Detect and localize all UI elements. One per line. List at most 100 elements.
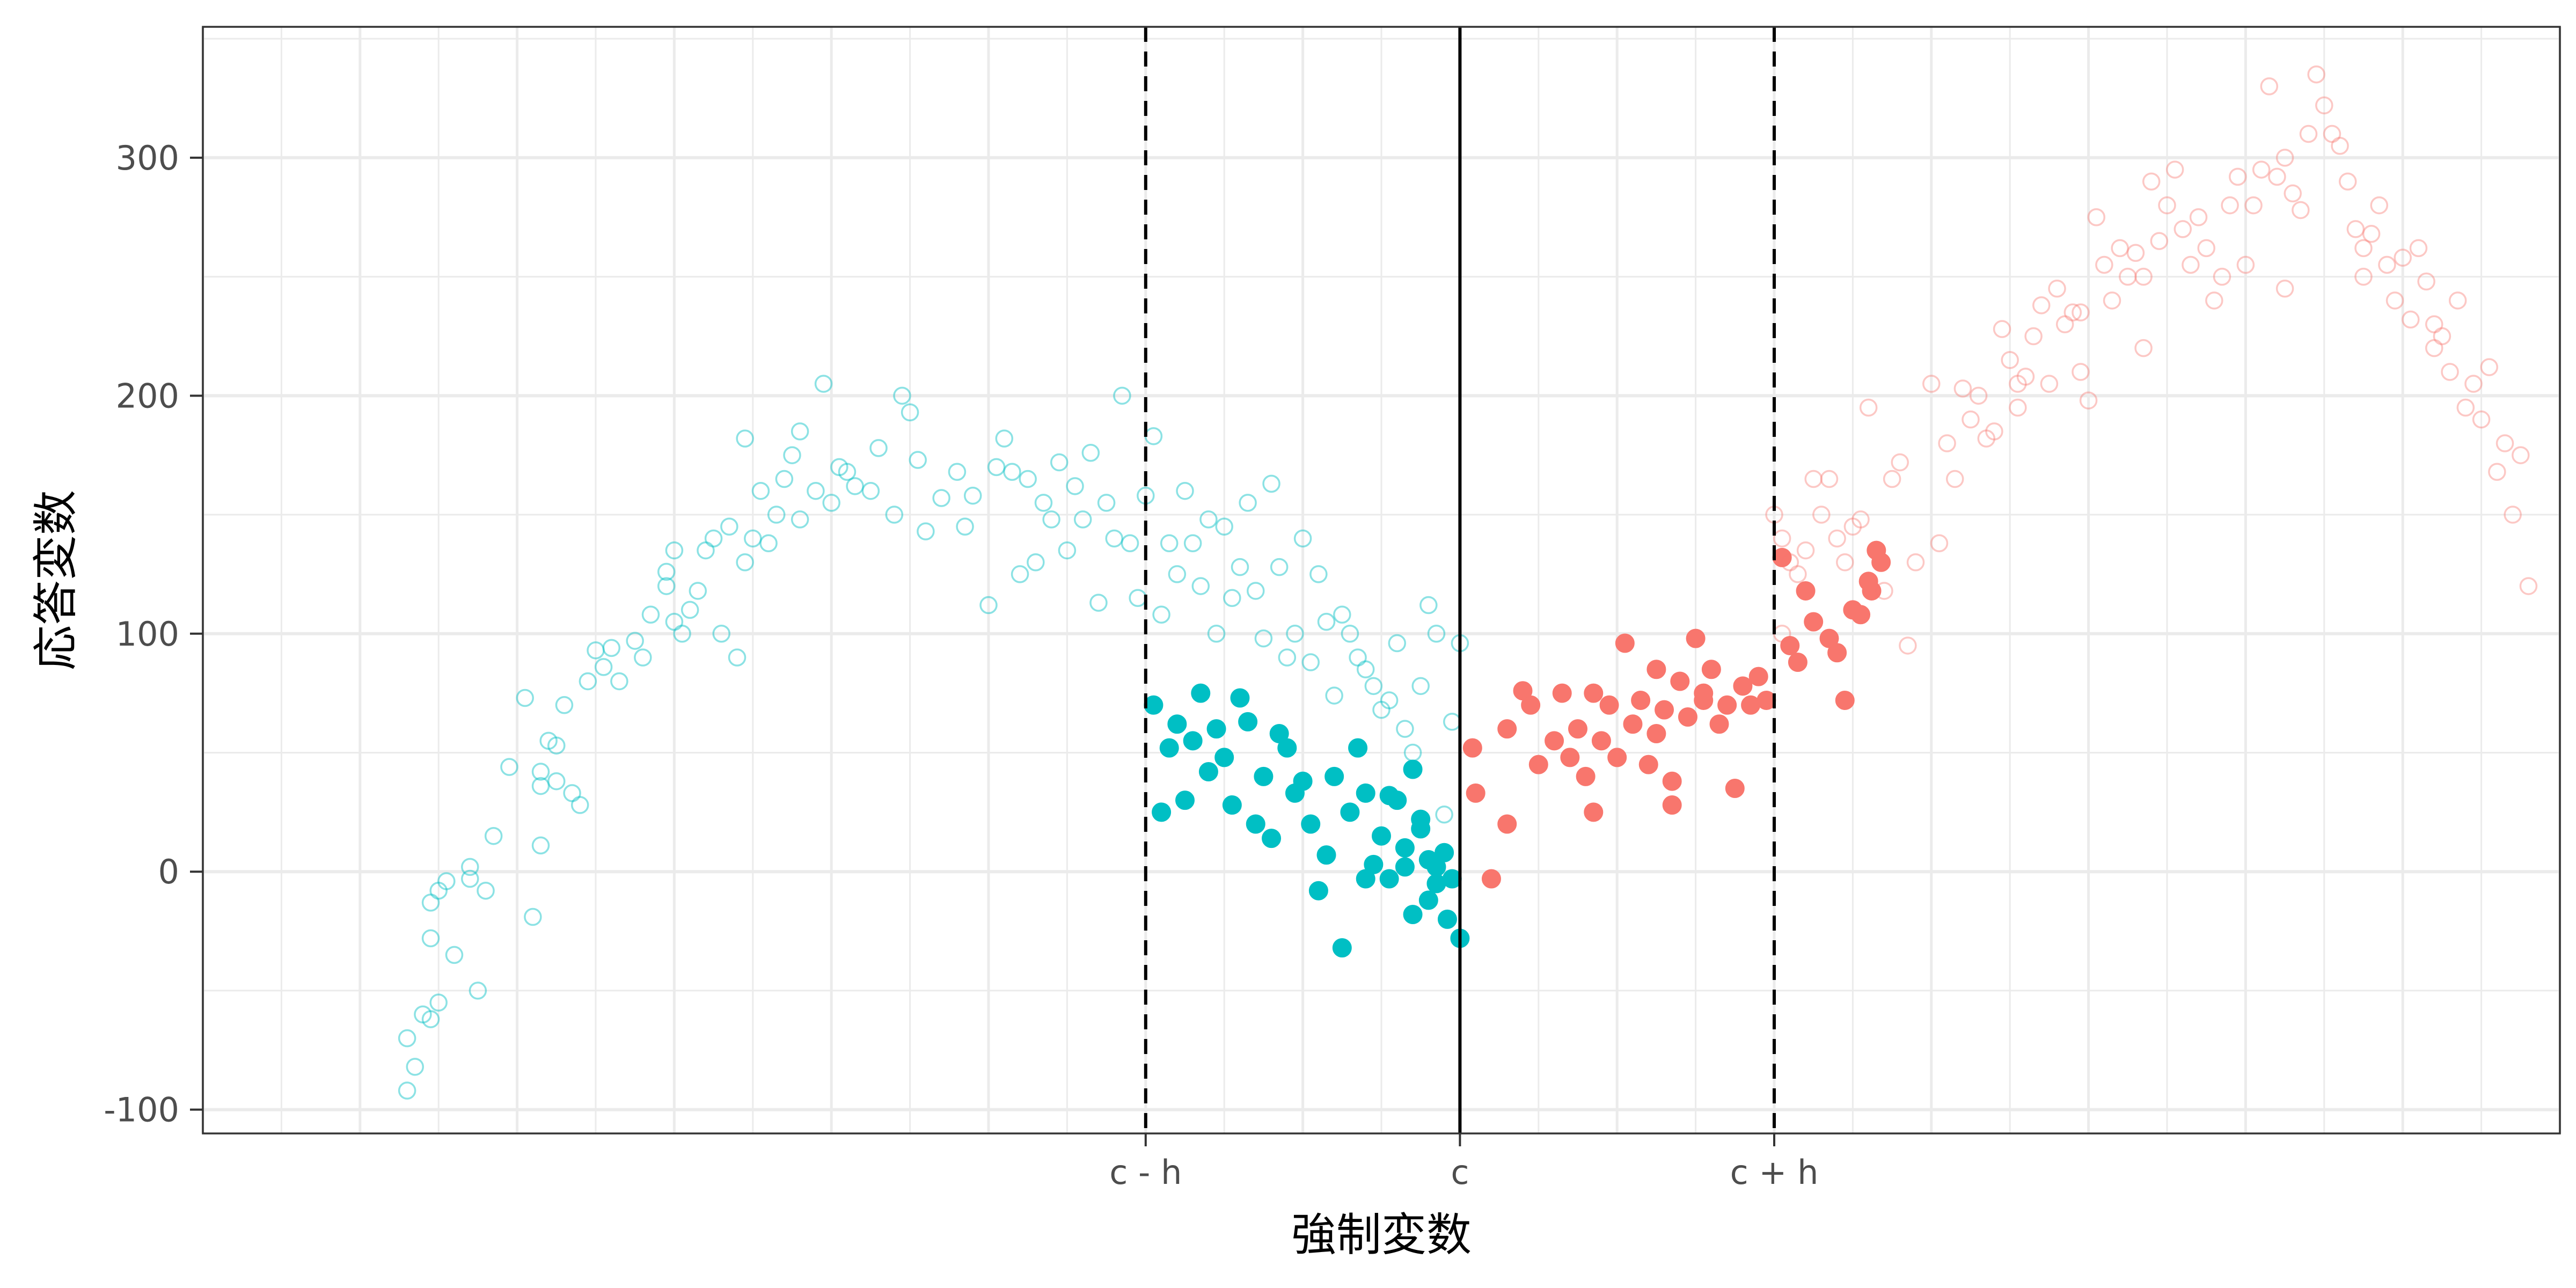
data-point-right-inside xyxy=(1568,719,1587,739)
data-point-right-inside xyxy=(1560,748,1580,767)
data-point-left-outside xyxy=(1089,594,1108,612)
data-point-left-inside xyxy=(1379,869,1399,889)
data-point-right-outside xyxy=(2252,160,2271,179)
y-tick-label: 100 xyxy=(116,614,179,654)
data-point-left-outside xyxy=(531,763,550,781)
data-point-right-outside xyxy=(2048,280,2066,298)
data-point-left-inside xyxy=(1316,845,1336,865)
data-point-left-outside xyxy=(477,881,495,900)
data-point-right-outside xyxy=(2315,96,2333,115)
data-point-left-outside xyxy=(587,641,605,660)
data-point-right-outside xyxy=(2040,375,2059,393)
data-point-right-outside xyxy=(2362,225,2381,243)
data-point-right-outside xyxy=(2268,167,2286,186)
data-point-right-outside xyxy=(2275,280,2294,298)
data-point-left-outside xyxy=(1003,463,1021,481)
data-point-left-outside xyxy=(1278,648,1297,667)
data-point-right-outside xyxy=(2385,291,2404,310)
data-point-left-outside xyxy=(987,458,1006,477)
data-point-left-inside xyxy=(1411,819,1431,839)
data-point-left-inside xyxy=(1262,829,1282,848)
x-tick-label: c - h xyxy=(1109,1153,1182,1192)
data-point-right-inside xyxy=(1545,731,1564,751)
data-point-left-outside xyxy=(1411,677,1430,696)
data-point-left-outside xyxy=(437,872,456,890)
data-point-right-outside xyxy=(2244,196,2263,215)
data-point-right-inside xyxy=(1638,755,1658,774)
data-point-left-outside xyxy=(461,858,479,876)
data-point-left-outside xyxy=(1435,806,1453,824)
y-tick-label: 300 xyxy=(116,138,179,178)
data-point-left-outside xyxy=(1105,529,1123,548)
data-point-right-inside xyxy=(1678,707,1697,727)
data-point-left-inside xyxy=(1395,838,1415,858)
data-point-right-outside xyxy=(2370,196,2389,215)
data-point-right-outside xyxy=(2024,327,2043,346)
data-point-left-outside xyxy=(657,562,676,581)
data-point-right-inside xyxy=(1528,755,1548,774)
data-point-left-outside xyxy=(1333,605,1351,624)
data-point-right-inside xyxy=(1623,714,1643,734)
data-point-left-outside xyxy=(956,517,974,536)
data-point-left-outside xyxy=(1183,534,1202,553)
data-point-left-outside xyxy=(1231,558,1249,576)
data-point-left-inside xyxy=(1230,688,1250,708)
data-point-right-inside xyxy=(1670,671,1690,691)
data-point-left-outside xyxy=(791,422,809,441)
data-point-left-outside xyxy=(1286,625,1304,643)
data-point-left-inside xyxy=(1372,826,1391,846)
data-point-left-outside xyxy=(602,639,621,657)
data-point-left-outside xyxy=(626,632,644,650)
data-point-right-inside xyxy=(1481,869,1501,889)
data-point-left-outside xyxy=(1419,596,1438,614)
data-point-right-outside xyxy=(2433,327,2451,346)
data-point-right-inside xyxy=(1717,695,1737,715)
data-point-right-outside xyxy=(2331,136,2349,155)
data-point-right-inside xyxy=(1662,771,1682,791)
data-point-right-outside xyxy=(2158,196,2176,215)
data-point-left-inside xyxy=(1206,719,1226,739)
data-point-left-outside xyxy=(641,605,660,624)
data-point-left-outside xyxy=(547,772,566,791)
data-point-right-outside xyxy=(2142,172,2161,191)
data-point-right-outside xyxy=(1945,470,1964,488)
data-point-right-outside xyxy=(1906,553,1925,572)
data-point-right-outside xyxy=(1828,529,1846,548)
data-point-left-outside xyxy=(1152,605,1170,624)
data-point-right-outside xyxy=(1953,379,1972,398)
cutoff-lines xyxy=(1144,27,1776,1133)
data-point-right-inside xyxy=(1788,652,1807,672)
data-point-left-outside xyxy=(751,481,770,500)
panel-border xyxy=(202,26,2561,1135)
data-point-right-outside xyxy=(2111,239,2129,258)
data-point-right-outside xyxy=(2464,375,2483,393)
data-point-left-outside xyxy=(1380,691,1399,709)
data-point-right-outside xyxy=(1836,553,1854,572)
data-point-left-outside xyxy=(1191,577,1210,595)
data-point-left-inside xyxy=(1175,791,1195,810)
data-point-left-outside xyxy=(610,672,628,691)
data-point-left-inside xyxy=(1418,890,1438,910)
data-point-right-inside xyxy=(1599,695,1619,715)
data-point-left-outside xyxy=(1254,629,1273,648)
data-point-left-outside xyxy=(1388,634,1407,653)
data-point-right-outside xyxy=(2189,208,2208,226)
data-point-left-outside xyxy=(1396,720,1414,738)
data-point-left-inside xyxy=(1293,771,1313,791)
data-point-right-outside xyxy=(2009,398,2027,417)
data-point-right-inside xyxy=(1796,581,1816,601)
data-point-left-outside xyxy=(579,672,597,691)
data-point-left-outside xyxy=(822,494,840,512)
data-point-left-outside xyxy=(1176,481,1194,500)
data-point-right-inside xyxy=(1584,802,1604,822)
data-point-right-outside xyxy=(1962,410,1980,429)
data-point-left-outside xyxy=(1356,660,1375,679)
data-point-right-inside xyxy=(1748,667,1768,686)
data-point-right-outside xyxy=(2174,220,2192,238)
data-point-left-outside xyxy=(539,731,558,750)
data-point-left-outside xyxy=(461,869,479,888)
data-point-left-outside xyxy=(1270,558,1289,576)
data-point-left-outside xyxy=(1223,589,1241,608)
data-point-right-outside xyxy=(2221,196,2239,215)
